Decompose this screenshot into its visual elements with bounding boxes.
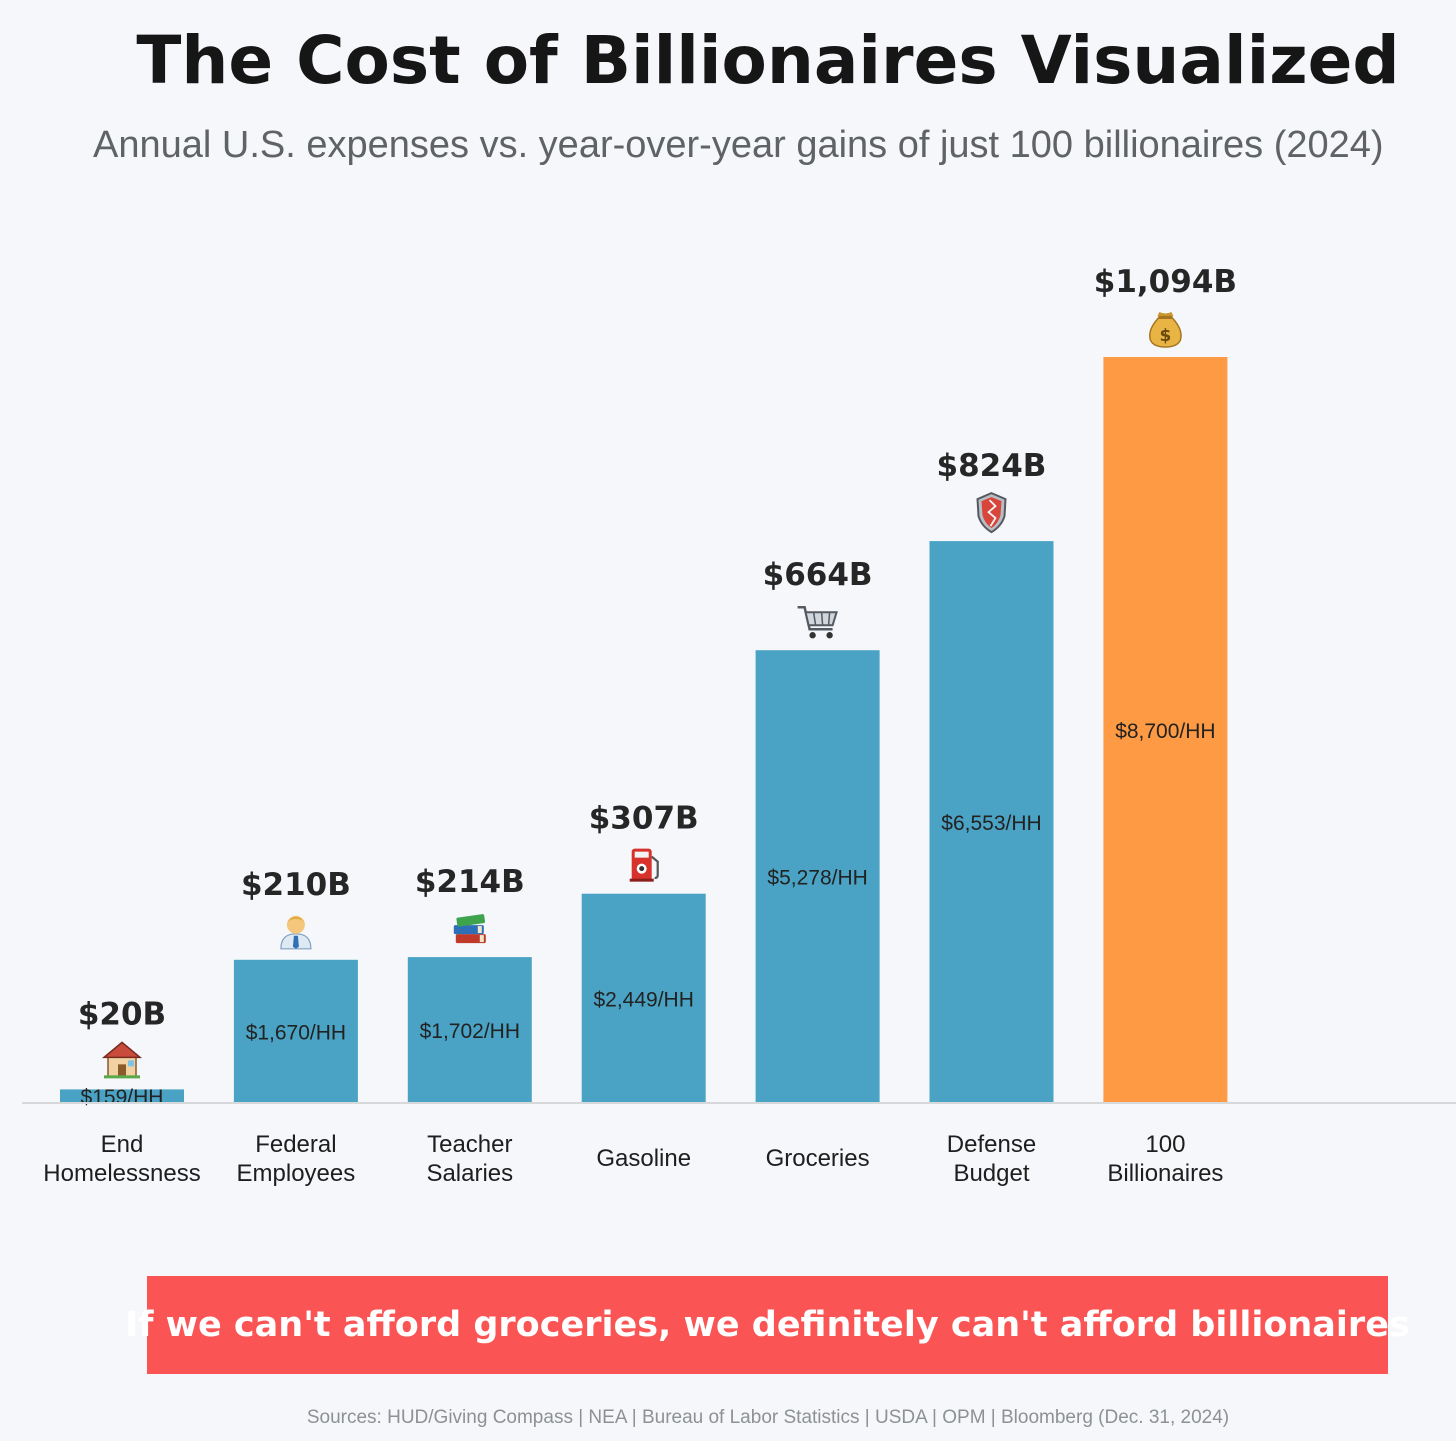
bar-group: $5,278/HH $664B Groceries (755, 557, 880, 1172)
per-household-label: $159/HH (81, 1086, 164, 1109)
callout-banner: If we can't afford groceries, we definit… (125, 1276, 1410, 1374)
value-label: $210B (241, 867, 351, 903)
fuel-pump-icon (629, 848, 659, 882)
value-label: $20B (78, 996, 166, 1032)
bar (407, 957, 532, 1103)
shield-icon (976, 492, 1007, 534)
bar (755, 650, 880, 1103)
per-household-label: $8,700/HH (1115, 720, 1215, 743)
bar-chart: $159/HH $20B End Homelessness $1,670/HH $210B… (22, 264, 1456, 1187)
callout-text: If we can't afford groceries, we definit… (125, 1305, 1410, 1345)
category-tick-label: Gasoline (596, 1145, 691, 1172)
per-household-label: $2,449/HH (593, 988, 693, 1011)
chart-subtitle: Annual U.S. expenses vs. year-over-year … (93, 124, 1384, 166)
value-label: $307B (589, 801, 699, 837)
per-household-label: $1,702/HH (420, 1020, 520, 1043)
shopping-cart-icon (797, 605, 838, 639)
category-tick-label: Groceries (766, 1145, 870, 1172)
category-tick-label: Federal Employees (237, 1131, 356, 1187)
bar (233, 959, 358, 1103)
sources-footnote: Sources: HUD/Giving Compass | NEA | Bure… (306, 1407, 1230, 1428)
per-household-label: $1,670/HH (246, 1021, 346, 1044)
bars-layer: $159/HH $20B End Homelessness $1,670/HH $210B… (43, 264, 1237, 1187)
category-tick-label: Teacher Salaries (426, 1131, 513, 1187)
bar (929, 541, 1054, 1103)
books-icon (453, 914, 486, 944)
bar (60, 1089, 184, 1103)
bar-group: $6,553/HH $824B Defense Budget (929, 448, 1054, 1187)
bar-group: $2,449/HH $307B Gasoline (581, 801, 706, 1172)
bar-group: $1,702/HH $214B Teacher Salaries (407, 864, 532, 1187)
money-bag-icon: $ (1149, 312, 1182, 348)
category-tick-label: 100 Billionaires (1107, 1131, 1223, 1187)
chart-title: The Cost of Billionaires Visualized (136, 22, 1400, 99)
bar-group: $1,670/HH $210B Federal Employees (233, 867, 358, 1187)
value-label: $664B (763, 557, 873, 593)
bar (581, 893, 706, 1103)
bar (1103, 357, 1228, 1103)
house-icon (101, 1041, 143, 1079)
svg-text:$: $ (1159, 326, 1171, 346)
bar-group: $8,700/HH $ $1,094B 100 Billionaires (1094, 264, 1237, 1187)
value-label: $1,094B (1094, 264, 1237, 300)
bar-group: $159/HH $20B End Homelessness (43, 996, 200, 1187)
per-household-label: $5,278/HH (767, 867, 867, 890)
value-label: $214B (415, 864, 525, 900)
category-tick-label: End Homelessness (43, 1131, 200, 1187)
category-tick-label: Defense Budget (947, 1131, 1036, 1187)
office-worker-icon (280, 915, 312, 950)
per-household-label: $6,553/HH (941, 812, 1041, 835)
value-label: $824B (937, 448, 1047, 484)
